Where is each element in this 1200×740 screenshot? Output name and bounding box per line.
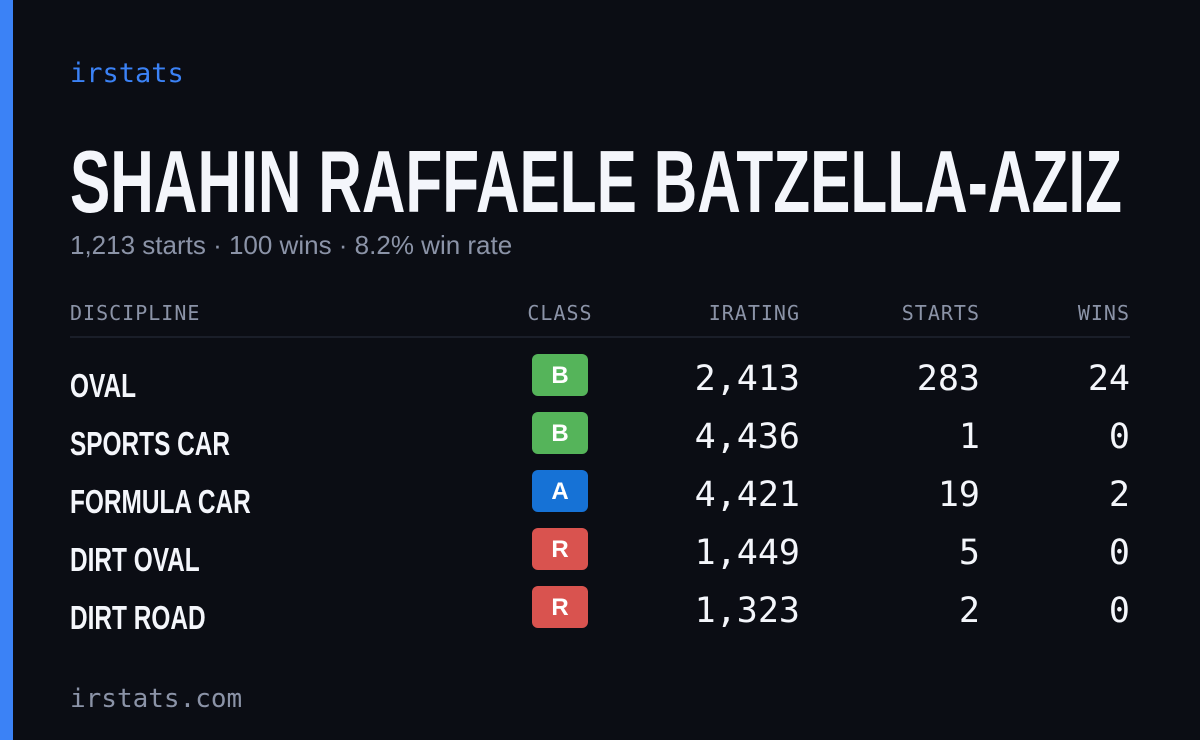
class-badge bbox=[532, 586, 588, 628]
discipline: DIRT OVAL bbox=[70, 543, 200, 579]
starts: 1 bbox=[959, 417, 980, 457]
class-label: B bbox=[551, 362, 568, 389]
wins: 0 bbox=[1109, 533, 1130, 573]
wins: 0 bbox=[1109, 417, 1130, 457]
wins: 2 bbox=[1109, 475, 1130, 515]
player-name: SHAHIN RAFFAELE BATZELLA-AZIZ bbox=[70, 132, 1122, 231]
wins: 24 bbox=[1088, 359, 1130, 399]
class-badge bbox=[532, 412, 588, 454]
column-header: CLASS bbox=[527, 301, 592, 325]
column-header: IRATING bbox=[709, 301, 800, 325]
class-label: B bbox=[551, 420, 568, 447]
discipline: OVAL bbox=[70, 369, 136, 405]
accent-bar bbox=[0, 0, 13, 740]
wins: 0 bbox=[1109, 591, 1130, 631]
class-label: R bbox=[551, 594, 568, 621]
irating: 1,449 bbox=[695, 533, 800, 573]
subtitle: 1,213 starts · 100 wins · 8.2% win rate bbox=[70, 230, 512, 260]
starts: 19 bbox=[938, 475, 980, 515]
class-label: A bbox=[551, 478, 568, 505]
discipline: DIRT ROAD bbox=[70, 601, 206, 637]
class-badge bbox=[532, 470, 588, 512]
column-header: DISCIPLINE bbox=[70, 301, 200, 325]
starts: 5 bbox=[959, 533, 980, 573]
brand: irstats bbox=[70, 58, 184, 89]
column-header: WINS bbox=[1078, 301, 1130, 325]
starts: 283 bbox=[917, 359, 980, 399]
class-badge bbox=[532, 528, 588, 570]
irating: 2,413 bbox=[695, 359, 800, 399]
footer: irstats.com bbox=[70, 684, 242, 714]
irating: 1,323 bbox=[695, 591, 800, 631]
class-badge bbox=[532, 354, 588, 396]
starts: 2 bbox=[959, 591, 980, 631]
irating: 4,436 bbox=[695, 417, 800, 457]
irating: 4,421 bbox=[695, 475, 800, 515]
class-label: R bbox=[551, 536, 568, 563]
discipline: FORMULA CAR bbox=[70, 485, 251, 521]
discipline: SPORTS CAR bbox=[70, 427, 230, 463]
column-header: STARTS bbox=[902, 301, 980, 325]
